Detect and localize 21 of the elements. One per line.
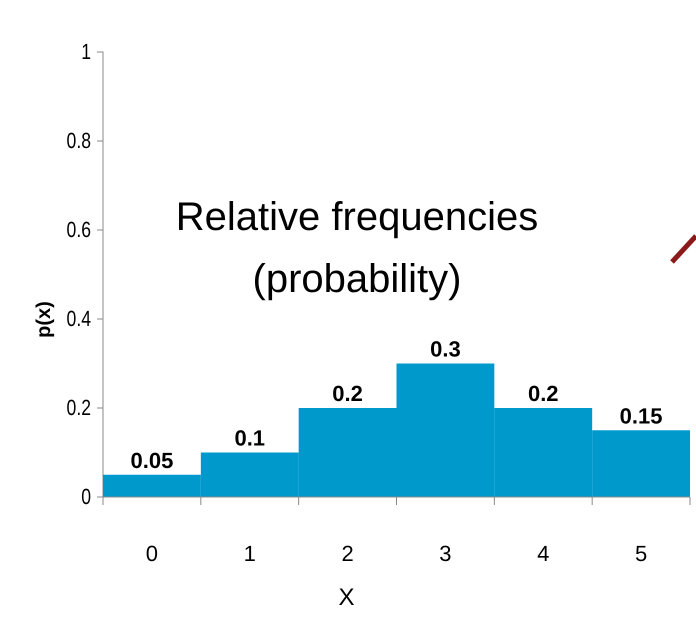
data-label: 0.15: [620, 403, 662, 428]
annotation: Relative frequencies (probability): [176, 195, 538, 301]
x-axis-title: X: [338, 584, 355, 611]
y-tick-label: 0.8: [66, 129, 91, 154]
y-tick-label: 0.2: [66, 396, 91, 421]
x-tick-label: 5: [634, 541, 648, 566]
data-label: 0.05: [130, 448, 174, 473]
y-tick-label: 1: [81, 40, 91, 65]
y-axis-title: p(x): [33, 301, 55, 338]
x-tick-label: 1: [244, 541, 256, 566]
x-tick-label: 0: [146, 541, 158, 566]
data-label: 0.2: [528, 381, 559, 406]
x-tick-label: 4: [537, 541, 550, 566]
y-tick-label: 0.4: [66, 307, 91, 332]
x-tick-label: 2: [341, 541, 354, 566]
x-tick-label: 3: [439, 541, 452, 566]
data-label: 0.1: [234, 426, 266, 450]
data-label: 0.2: [332, 381, 363, 406]
y-tick-label: 0.6: [66, 218, 91, 243]
y-tick-label: 0: [81, 485, 91, 510]
data-label: 0.3: [430, 336, 461, 362]
